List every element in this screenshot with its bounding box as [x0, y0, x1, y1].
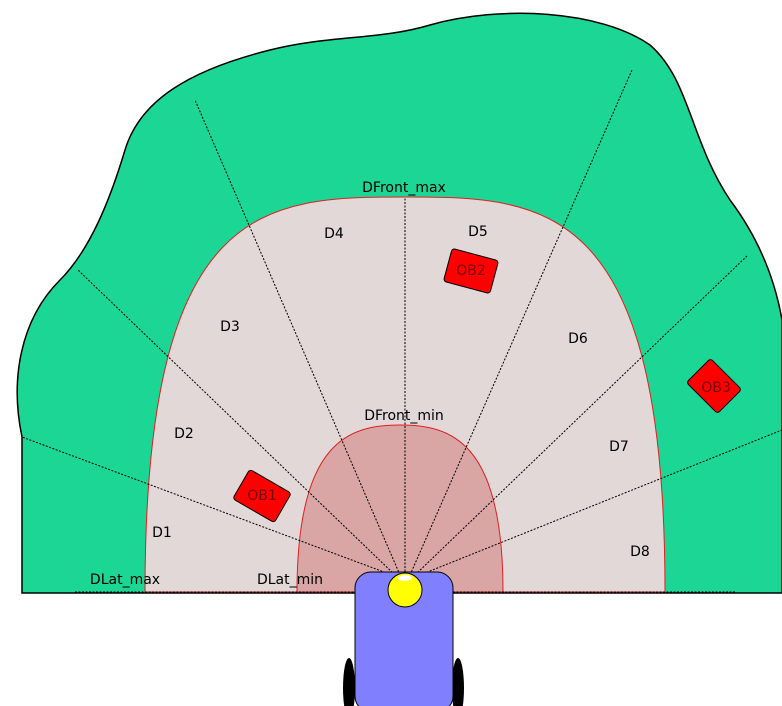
- sector-label: D8: [630, 544, 650, 560]
- sector-label: D1: [152, 525, 172, 541]
- wheel: [343, 658, 355, 706]
- region-label: DFront_max: [362, 180, 446, 196]
- sensor: [387, 572, 423, 608]
- robot-body: [354, 571, 454, 706]
- obstacles: [233, 248, 741, 523]
- sector-label: D5: [468, 224, 488, 240]
- sector-label: D2: [174, 426, 194, 442]
- obstacle-label: OB1: [247, 488, 277, 504]
- obstacle: [687, 359, 741, 413]
- sector-label: D4: [324, 226, 344, 242]
- sector-label: D6: [568, 331, 588, 347]
- obstacle-label: OB2: [456, 263, 486, 279]
- wheel: [452, 658, 464, 706]
- sensor-highlight: [398, 575, 412, 581]
- region-label: DLat_max: [90, 572, 160, 588]
- sector-label: D3: [220, 319, 240, 335]
- region-label: DFront_min: [364, 408, 444, 424]
- obstacle: [443, 248, 499, 294]
- obstacle: [233, 469, 291, 523]
- sector-label: D7: [609, 439, 629, 455]
- region-label: DLat_min: [257, 572, 323, 588]
- obstacle-label: OB3: [701, 380, 731, 396]
- robot: [343, 571, 464, 706]
- front-min-zone: [296, 424, 504, 593]
